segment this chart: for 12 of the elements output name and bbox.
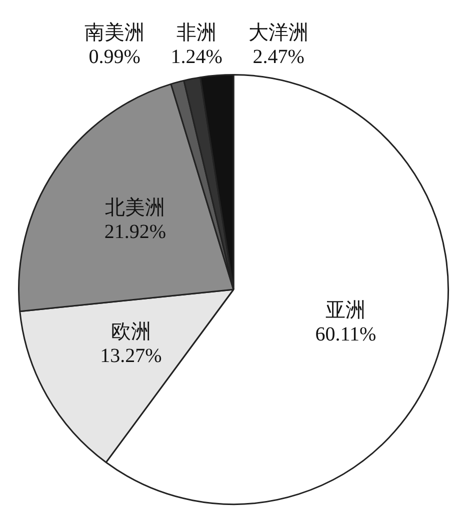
slice-label: 南美洲 xyxy=(84,20,145,44)
slice-label: 北美洲 xyxy=(105,196,166,220)
slice-label: 非洲 xyxy=(176,22,217,44)
slice-label: 欧洲 xyxy=(110,321,151,344)
data-label: 60.11% xyxy=(315,323,376,346)
data-label: 13.27% xyxy=(100,345,162,368)
data-label: 21.92% xyxy=(104,221,166,244)
data-label: 2.47% xyxy=(252,46,304,68)
slice-label: 大洋洲 xyxy=(248,22,309,44)
slice-label: 亚洲 xyxy=(326,299,366,322)
data-label: 0.99% xyxy=(88,46,140,68)
data-label: 1.24% xyxy=(170,46,222,68)
